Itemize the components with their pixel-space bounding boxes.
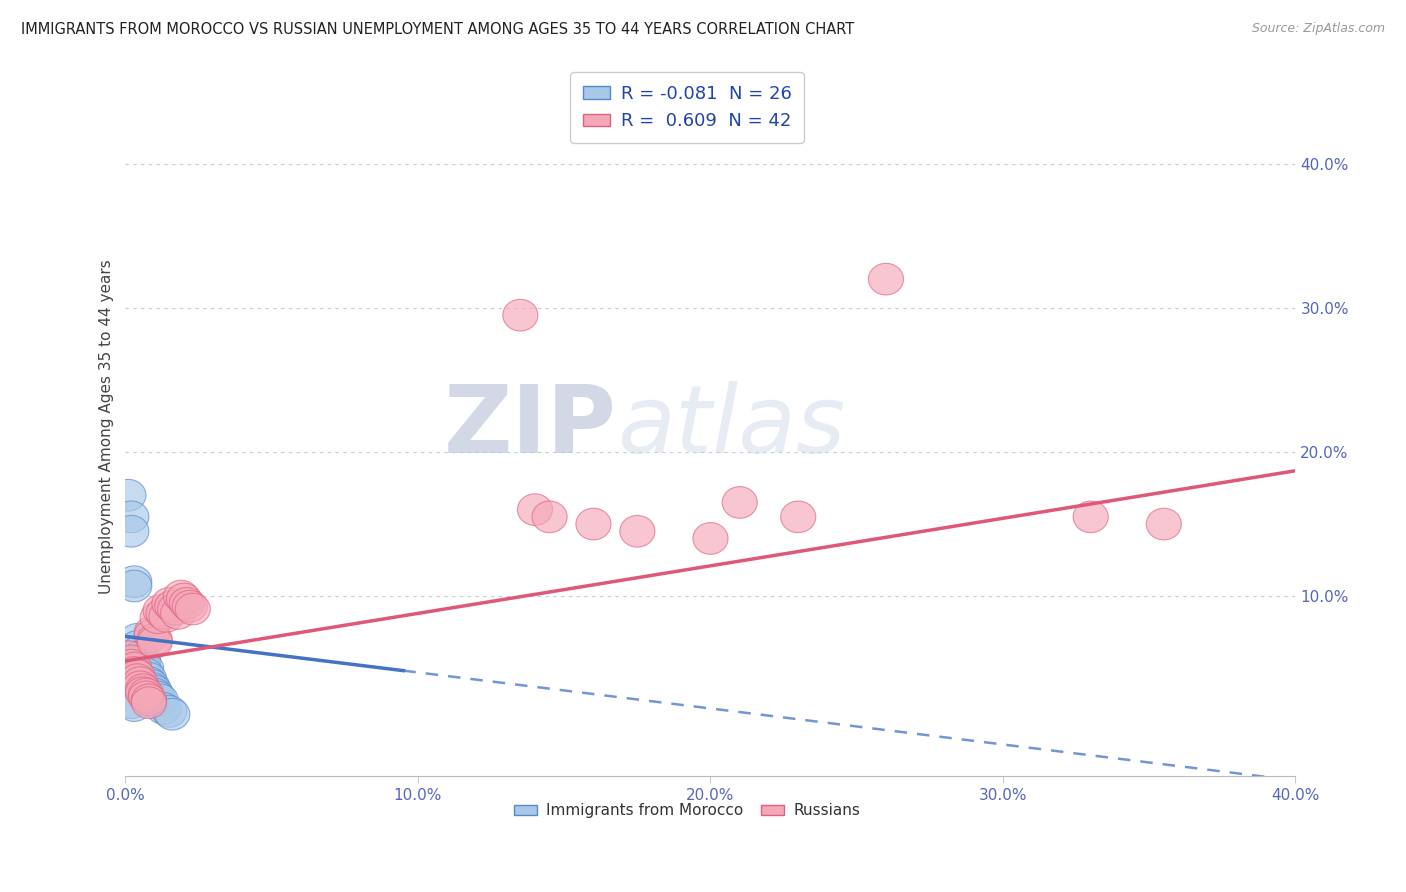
Ellipse shape (149, 600, 184, 632)
Text: atlas: atlas (617, 381, 845, 472)
Ellipse shape (141, 681, 176, 713)
Ellipse shape (173, 591, 207, 622)
Ellipse shape (131, 687, 166, 719)
Ellipse shape (163, 580, 198, 612)
Ellipse shape (176, 593, 211, 625)
Ellipse shape (576, 508, 612, 540)
Text: ZIP: ZIP (444, 381, 617, 473)
Ellipse shape (122, 640, 157, 673)
Ellipse shape (138, 675, 173, 707)
Text: Source: ZipAtlas.com: Source: ZipAtlas.com (1251, 22, 1385, 36)
Ellipse shape (134, 619, 169, 651)
Ellipse shape (122, 635, 157, 666)
Ellipse shape (117, 566, 152, 598)
Ellipse shape (780, 501, 815, 533)
Ellipse shape (114, 649, 149, 681)
Ellipse shape (125, 673, 160, 706)
Ellipse shape (1073, 501, 1108, 533)
Ellipse shape (531, 501, 567, 533)
Ellipse shape (117, 657, 152, 689)
Ellipse shape (120, 631, 155, 663)
Ellipse shape (693, 523, 728, 554)
Ellipse shape (138, 624, 173, 655)
Ellipse shape (122, 666, 157, 698)
Ellipse shape (122, 671, 157, 703)
Ellipse shape (117, 690, 152, 722)
Ellipse shape (517, 494, 553, 525)
Ellipse shape (120, 659, 155, 691)
Y-axis label: Unemployment Among Ages 35 to 44 years: Unemployment Among Ages 35 to 44 years (100, 260, 114, 594)
Ellipse shape (143, 684, 179, 715)
Ellipse shape (114, 687, 149, 719)
Ellipse shape (141, 602, 176, 633)
Ellipse shape (138, 678, 173, 710)
Ellipse shape (131, 663, 166, 694)
Ellipse shape (503, 300, 538, 331)
Ellipse shape (120, 664, 155, 696)
Ellipse shape (114, 645, 149, 677)
Ellipse shape (128, 658, 163, 690)
Ellipse shape (134, 673, 169, 704)
Ellipse shape (125, 649, 160, 681)
Ellipse shape (143, 595, 179, 626)
Ellipse shape (120, 624, 155, 655)
Ellipse shape (155, 698, 190, 730)
Ellipse shape (166, 583, 201, 615)
Legend: Immigrants from Morocco, Russians: Immigrants from Morocco, Russians (508, 797, 866, 824)
Ellipse shape (723, 487, 758, 518)
Ellipse shape (111, 479, 146, 511)
Ellipse shape (1146, 508, 1181, 540)
Ellipse shape (620, 516, 655, 547)
Ellipse shape (114, 516, 149, 547)
Ellipse shape (134, 616, 169, 648)
Ellipse shape (152, 696, 187, 727)
Ellipse shape (128, 681, 163, 713)
Ellipse shape (134, 670, 169, 701)
Text: IMMIGRANTS FROM MOROCCO VS RUSSIAN UNEMPLOYMENT AMONG AGES 35 TO 44 YEARS CORREL: IMMIGRANTS FROM MOROCCO VS RUSSIAN UNEMP… (21, 22, 855, 37)
Ellipse shape (128, 652, 163, 684)
Ellipse shape (146, 598, 181, 629)
Ellipse shape (131, 684, 166, 715)
Ellipse shape (160, 598, 195, 629)
Ellipse shape (125, 677, 160, 708)
Ellipse shape (152, 588, 187, 619)
Ellipse shape (128, 678, 163, 710)
Ellipse shape (111, 640, 146, 673)
Ellipse shape (131, 666, 166, 698)
Ellipse shape (125, 644, 160, 675)
Ellipse shape (157, 593, 193, 625)
Ellipse shape (155, 591, 190, 622)
Ellipse shape (146, 692, 181, 724)
Ellipse shape (114, 501, 149, 533)
Ellipse shape (169, 588, 204, 619)
Ellipse shape (138, 626, 173, 658)
Ellipse shape (117, 652, 152, 684)
Ellipse shape (869, 263, 904, 295)
Ellipse shape (117, 570, 152, 602)
